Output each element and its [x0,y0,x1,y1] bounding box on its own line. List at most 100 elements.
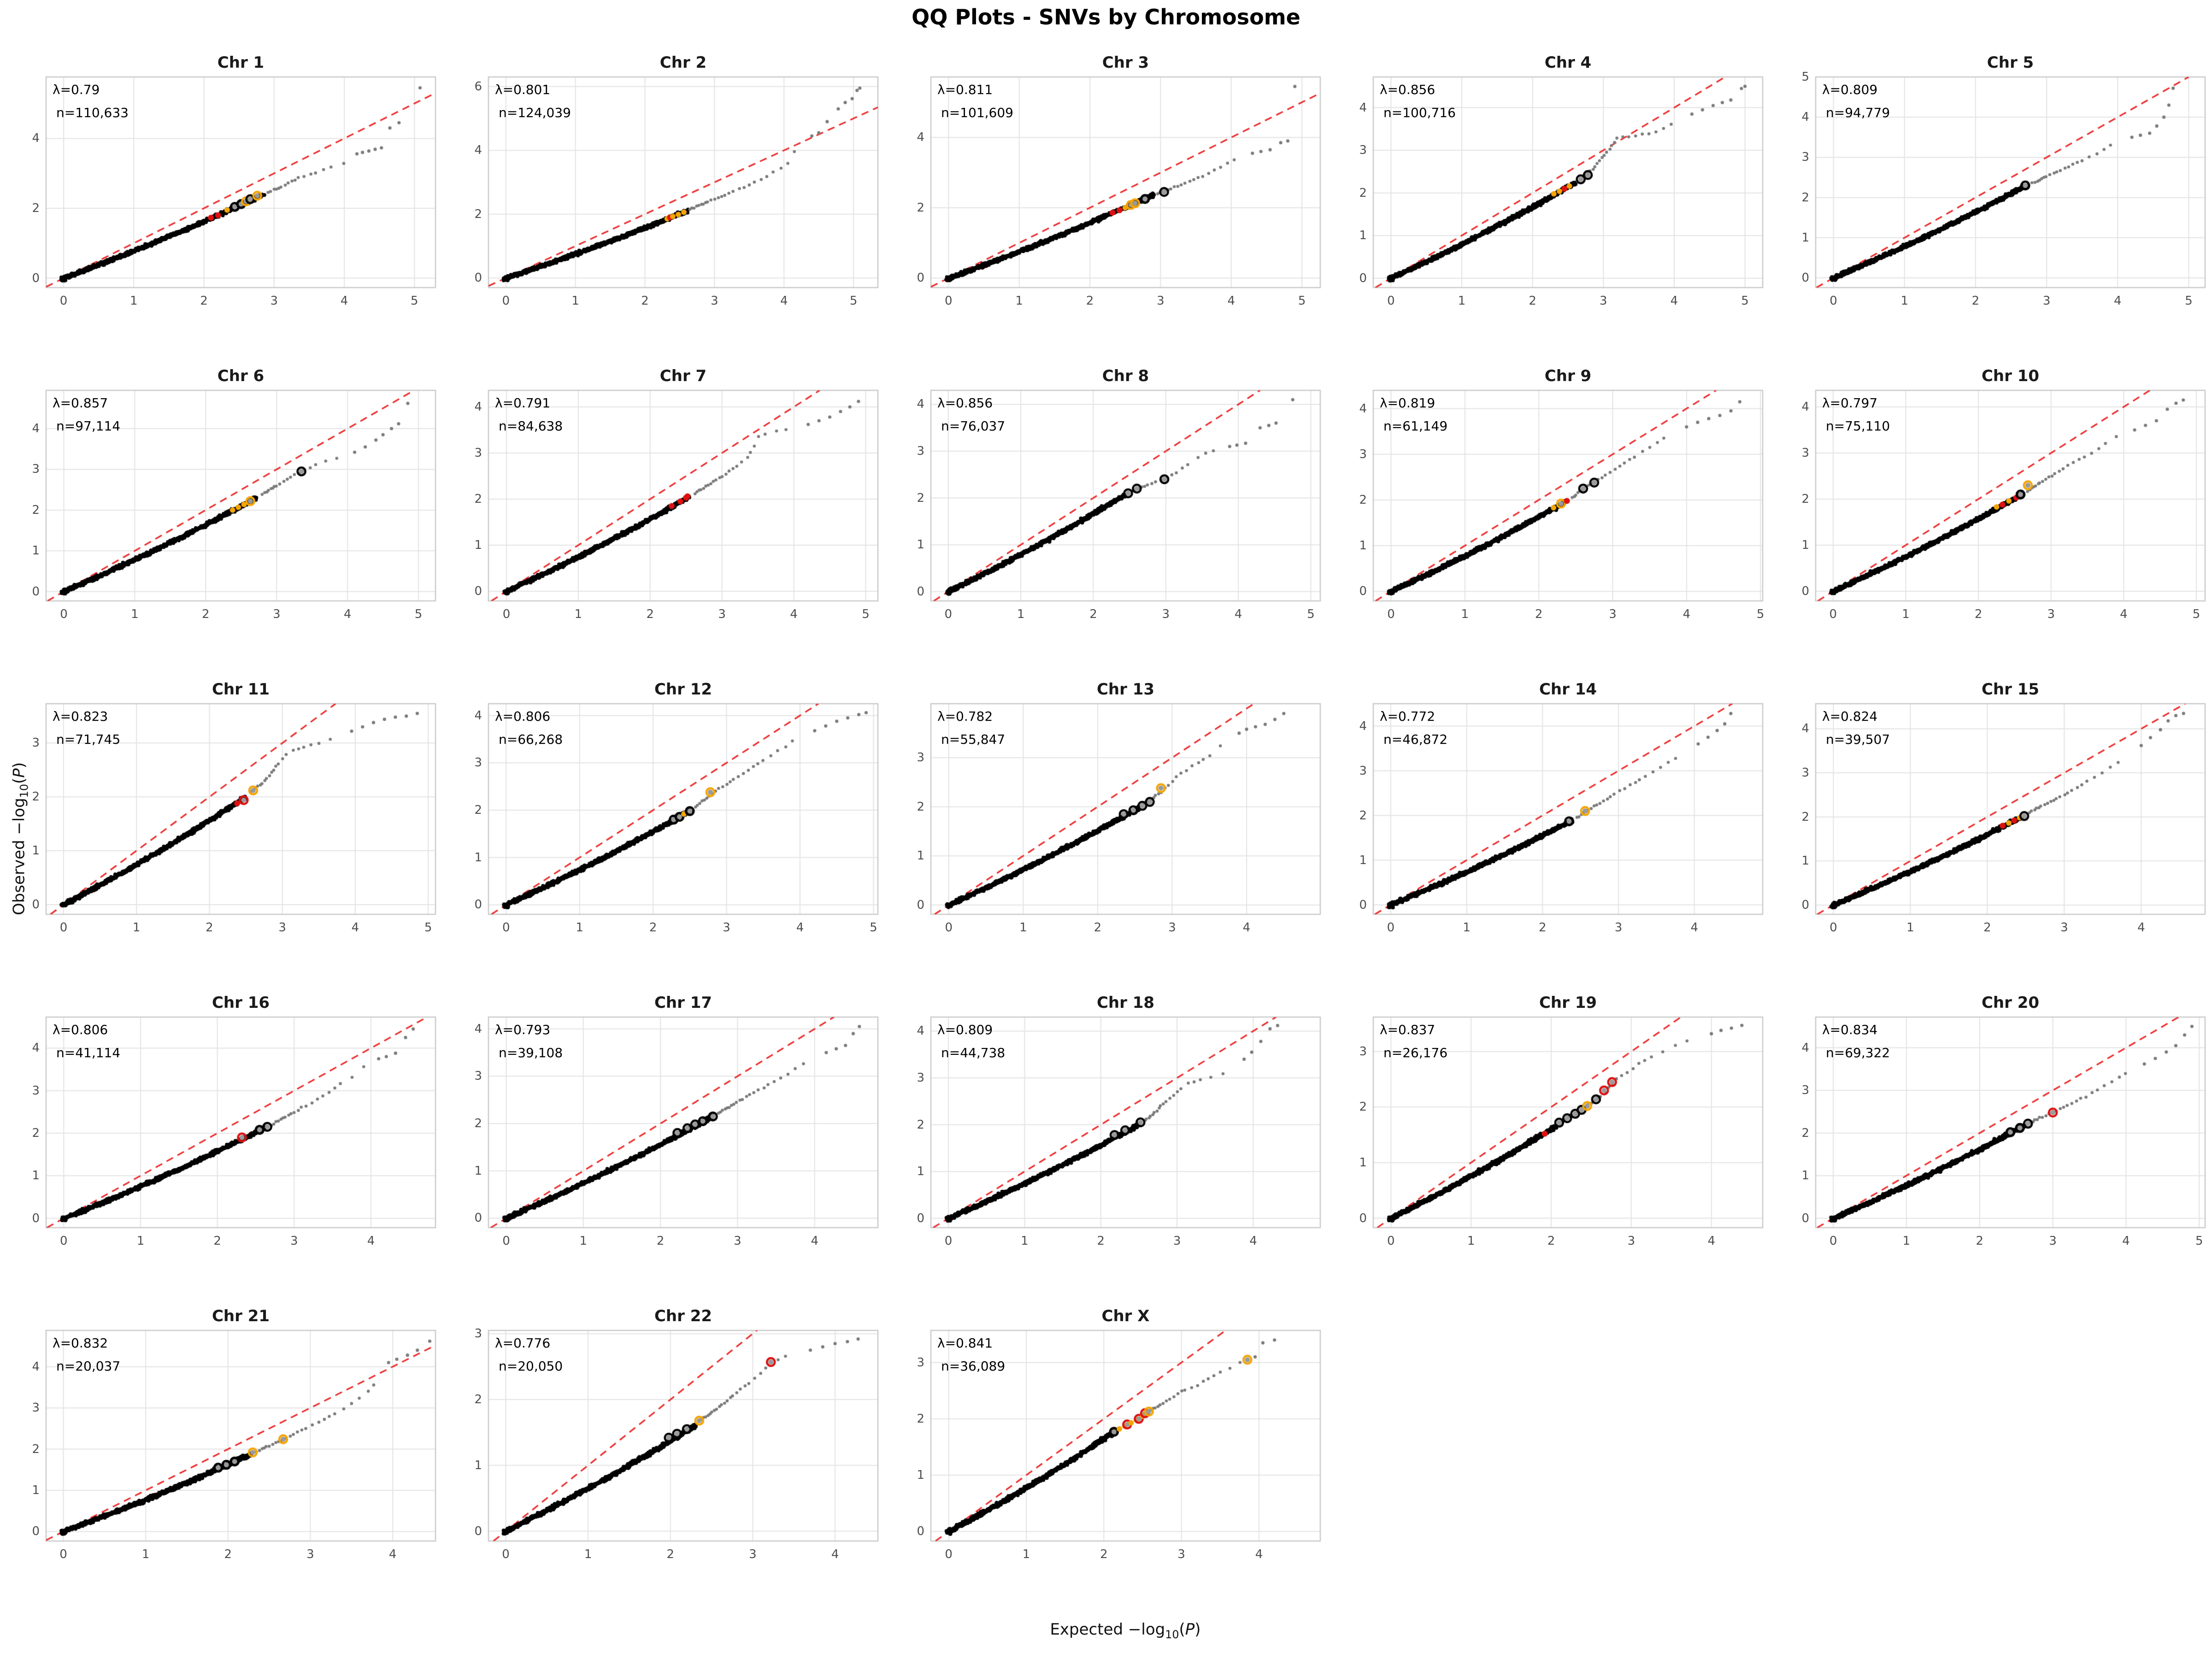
qq-subplot-panel: Chr X λ=0.841 n=36,089 0 1 2 3 4 0 1 2 3 [885,1296,1327,1609]
qq-plot-canvas [1770,356,2212,669]
y-tick-label: 1 [1359,1155,1367,1170]
y-tick-label: 1 [32,1169,40,1183]
x-tick-label: 5 [1756,607,1765,621]
qq-plot-canvas [442,669,885,982]
qq-plot-canvas [885,982,1327,1296]
y-tick-label: 0 [474,898,482,912]
y-tick-label: 2 [32,790,40,804]
y-tick-label: 3 [474,756,482,770]
x-tick-label: 3 [272,607,281,621]
x-tick-label: 0 [502,294,510,308]
subplot-title: Chr 9 [1544,367,1592,385]
y-tick-label: 4 [32,131,40,146]
n-count-annotation: n=55,847 [941,732,1006,747]
x-tick-label: 2 [1983,921,1991,935]
y-tick-label: 2 [1359,808,1367,823]
x-tick-label: 2 [1971,294,1980,308]
x-tick-label: 2 [666,1547,675,1561]
x-tick-label: 0 [1830,294,1837,308]
qq-subplot-panel: Chr 21 λ=0.832 n=20,037 0 1 2 3 4 0 1 2 3 4 [0,1296,442,1609]
y-tick-label: 4 [1359,401,1367,416]
x-tick-label: 0 [59,294,68,308]
x-axis-label: Expected −log10(P) [1050,1620,1201,1641]
subplot-title: Chr 5 [1987,53,2034,72]
lambda-annotation: λ=0.776 [495,1335,551,1351]
y-tick-label: 0 [1801,584,1809,598]
x-tick-label: 4 [1227,294,1235,308]
x-tick-label: 1 [1902,1234,1911,1248]
x-tick-label: 0 [945,294,953,308]
x-tick-label: 2 [1976,1234,1984,1248]
x-tick-label: 3 [734,1234,741,1248]
x-tick-label: 4 [343,607,352,621]
y-tick-label: 2 [917,1118,924,1132]
x-tick-label: 3 [1173,1234,1181,1248]
n-count-annotation: n=44,738 [941,1045,1006,1060]
qq-plot-canvas [0,669,442,982]
qq-plot-canvas [1770,669,2212,982]
qq-plot-canvas [885,669,1327,982]
x-tick-label: 3 [1609,607,1617,621]
y-tick-label: 2 [1359,1100,1367,1114]
figure-title: QQ Plots - SNVs by Chromosome [912,5,1300,29]
qq-subplot-panel: Chr 6 λ=0.857 n=97,114 0 1 2 3 4 5 0 1 2 3 4 [0,356,442,669]
x-tick-label: 2 [1100,1547,1108,1561]
x-tick-label: 5 [1741,294,1749,308]
y-tick-label: 2 [1359,186,1367,200]
x-tick-label: 4 [1255,1547,1263,1561]
qq-plot-canvas [1327,669,1770,982]
x-tick-label: 0 [1829,1234,1837,1248]
n-count-annotation: n=84,638 [499,418,563,434]
y-tick-label: 0 [1801,271,1809,285]
y-tick-label: 1 [474,1164,482,1178]
y-tick-label: 0 [474,1211,482,1225]
x-tick-label: 1 [1902,607,1910,621]
subplot-title: Chr 19 [1539,994,1597,1012]
x-tick-label: 1 [574,607,582,621]
y-tick-label: 3 [1359,143,1367,158]
x-tick-label: 1 [1900,294,1909,308]
x-tick-label: 2 [1089,607,1097,621]
subplot-title: Chr 6 [217,367,265,385]
y-tick-label: 3 [917,751,924,765]
x-tick-label: 3 [711,294,718,308]
subplot-title: Chr 17 [654,994,712,1012]
lambda-annotation: λ=0.809 [1822,82,1878,97]
x-tick-label: 0 [945,1547,953,1561]
lambda-annotation: λ=0.791 [495,395,551,411]
x-tick-label: 1 [1461,607,1469,621]
y-tick-label: 2 [917,200,924,215]
x-tick-label: 3 [1600,294,1607,308]
lambda-annotation: λ=0.832 [53,1335,108,1351]
n-count-annotation: n=75,110 [1826,418,1890,434]
x-tick-label: 4 [2120,607,2128,621]
qq-plot-canvas [0,356,442,669]
x-tick-label: 5 [862,607,870,621]
x-tick-label: 3 [1627,1234,1635,1248]
x-tick-label: 4 [811,1234,819,1248]
qq-plot-canvas [0,982,442,1296]
qq-plot-canvas [1327,982,1770,1296]
x-tick-label: 2 [1535,607,1543,621]
y-tick-label: 4 [1359,719,1367,733]
y-tick-label: 2 [32,1442,40,1456]
x-tick-label: 2 [1547,1234,1555,1248]
y-tick-label: 3 [1359,447,1367,461]
x-tick-label: 0 [502,607,511,621]
y-tick-label: 0 [32,584,40,599]
n-count-annotation: n=76,037 [941,418,1006,434]
y-tick-label: 0 [1359,1211,1367,1225]
x-tick-label: 3 [749,1547,757,1561]
y-tick-label: 1 [32,544,40,558]
x-tick-label: 1 [1021,1234,1029,1248]
x-tick-label: 0 [1387,921,1395,935]
y-tick-label: 4 [1801,1041,1809,1055]
x-tick-label: 0 [502,1547,510,1561]
x-tick-label: 0 [60,607,68,621]
y-tick-label: 2 [917,1412,924,1426]
subplot-title: Chr 8 [1102,367,1149,385]
lambda-annotation: λ=0.841 [937,1335,993,1351]
y-tick-label: 0 [917,1211,924,1225]
y-tick-label: 0 [1359,898,1367,912]
